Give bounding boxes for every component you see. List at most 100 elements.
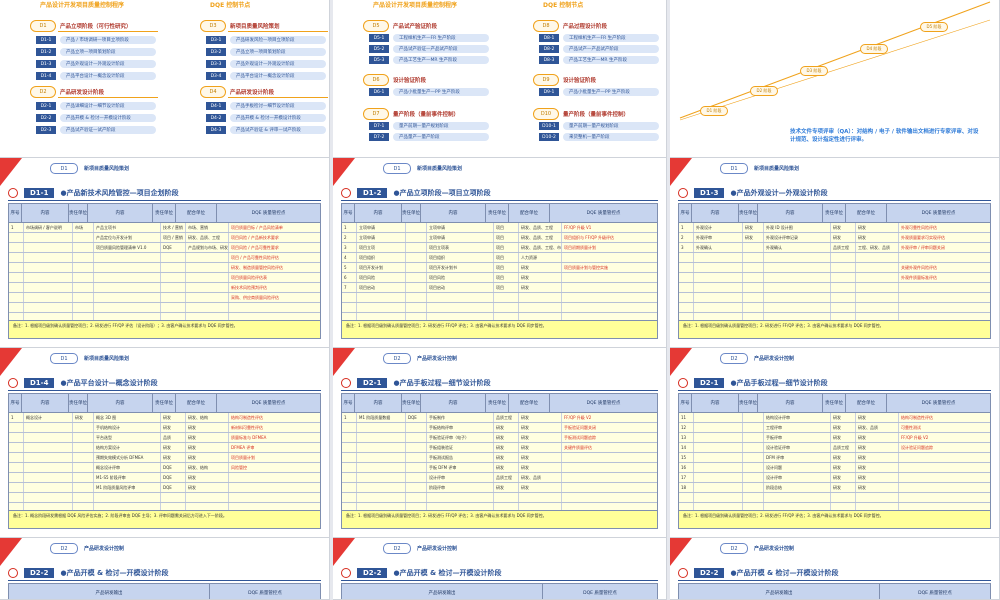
staircase-slide[interactable]: 技术文件专项评审（QA）：对结构 / 电子 / 软件输出文档进行专家评审、对设计… bbox=[670, 0, 1000, 158]
step-D2-2[interactable]: D2-2 产品开模 & 检讨—开模设计阶段 bbox=[36, 114, 156, 122]
step-D1-1[interactable]: D1-1 产品 / 市场调研—项目立项阶段 bbox=[36, 36, 156, 44]
step-D8-3[interactable]: D8-3 产品工艺生产—MR 生产阶段 bbox=[539, 56, 659, 64]
table-slide-d1-1[interactable]: D1 新项目质量风险策划 D1-1 ●产品新技术风险管控—项目企划阶段 序号 内容 责任单位… bbox=[0, 158, 330, 348]
table-row[interactable]: M1 阶段质量风险评审 DQE 研发 bbox=[9, 483, 320, 493]
table-row[interactable]: 17 设计评审 研发 研发 bbox=[679, 473, 990, 483]
step-D6-1[interactable]: D6-1 产品小批量生产—PP 生产阶段 bbox=[369, 88, 489, 96]
table-row[interactable]: 7 项目启动 项目启动 项目 研发 bbox=[342, 283, 657, 293]
table-row[interactable]: 采购、供应商质量风险评估 bbox=[9, 293, 320, 303]
step-D1-2[interactable]: D1-2 产品立项—项目策划阶段 bbox=[36, 48, 156, 56]
table-row[interactable]: 手板验证评审（电子） 研发 研发 手板测试问题追踪 bbox=[342, 433, 657, 443]
step-D1-3[interactable]: D1-3 产品外观设计—外观设计阶段 bbox=[36, 60, 156, 68]
table-row[interactable]: 手板测试报告 研发 研发 bbox=[342, 453, 657, 463]
step-D1-4[interactable]: D1-4 产品平台设计—概念设计阶段 bbox=[36, 72, 156, 80]
stage-D8[interactable]: D8 产品过程设计阶段 bbox=[533, 20, 607, 32]
quality-table[interactable]: 产品研发输出 DQE 质量管控点 bbox=[8, 583, 321, 599]
table-row[interactable] bbox=[342, 303, 657, 313]
step-D10-2[interactable]: D10-2 来货整机—量产阶段 bbox=[539, 133, 659, 141]
table-slide-d1-4[interactable]: D1 新项目质量风险策划 D1-4 ●产品平台设计—概念设计阶段 序号 内容 责任单位 内容责… bbox=[0, 348, 330, 538]
table-row[interactable]: 1 外观设计 研发 外观 ID 设计图 研发 研发 外观可靠性风险评估 bbox=[679, 223, 990, 233]
table-row[interactable]: 阶段评审 研发 研发 bbox=[342, 483, 657, 493]
table-slide-d2-2b[interactable]: D2 产品研发设计控制 D2-2 ●产品开模 & 检讨—开模设计阶段 产品研发输出 DQE… bbox=[333, 538, 667, 600]
table-row[interactable]: 外观件质量标准评估 bbox=[679, 273, 990, 283]
step-D4-2[interactable]: D4-2 产品开模 & 检讨—开模设计阶段 bbox=[206, 114, 326, 122]
stage-D10[interactable]: D10 量产阶段（量前事件控制） bbox=[533, 108, 629, 120]
table-row[interactable]: 项目质量风险管理清单 V1.0 DQE 产品规划与市场、研发 项目风险 / 产品可靠性… bbox=[9, 243, 320, 253]
table-row[interactable]: 产品定位与开发计划 项目 / 营销 研发、品质、工程 项目风险 / 产品新技术要求 bbox=[9, 233, 320, 243]
stage-D2[interactable]: D2 产品研发设计阶段 bbox=[30, 86, 104, 98]
table-slide-d1-3[interactable]: D1 新项目质量风险策划 D1-3 ●产品外观设计—外观设计阶段 序号 内容 责任单位 内容责… bbox=[670, 158, 1000, 348]
quality-table[interactable]: 序号 内容 责任单位 内容 责任单位 配合单位 DQE 质量管控点 1 M1 阶段质量数据 DQE… bbox=[341, 393, 658, 529]
stair-badge-5[interactable]: D5 阶段 bbox=[920, 22, 948, 32]
step-D3-3[interactable]: D3-3 产品外观设计—外观设计阶段 bbox=[206, 60, 326, 68]
step-D4-1[interactable]: D4-1 产品手板检讨—细节设计阶段 bbox=[206, 102, 326, 110]
stair-badge-1[interactable]: D1 阶段 bbox=[700, 106, 728, 116]
step-D8-2[interactable]: D8-2 产品试产—产品试产阶段 bbox=[539, 45, 659, 53]
table-row[interactable]: 手机结构设计 研发 研发 新材料可靠性评估 bbox=[9, 423, 320, 433]
quality-table[interactable]: 产品研发输出 DQE 质量管控点 bbox=[341, 583, 658, 599]
stage-D3[interactable]: D3 新项目质量风险策划 bbox=[200, 20, 280, 32]
table-row[interactable]: 2 外观评审 研发 外观设计评审记录 研发 研发 外观质量要求可实现评估 bbox=[679, 233, 990, 243]
table-row[interactable] bbox=[679, 293, 990, 303]
table-row[interactable]: 1 概念设计 研发 概念 3D 图研发 研发、结构 结构可制造性评估 bbox=[9, 413, 320, 423]
table-row[interactable]: 设计评审 品质工程 研发、品质 bbox=[342, 473, 657, 483]
stage-D9[interactable]: D9 设计验证阶段 bbox=[533, 74, 596, 86]
table-row[interactable]: 2 立项申请 立项申请 项目 研发、品质、工程 项目组织与 FF/QP 升级评估 bbox=[342, 233, 657, 243]
table-row[interactable]: 结构方案设计 研发 研发 DFMEA 评审 bbox=[9, 443, 320, 453]
quality-table[interactable]: 序号 内容 责任单位 内容 责任单位 配合单位 DQE 质量管控点 1 市场调研 / 客户说明市… bbox=[8, 203, 321, 339]
table-row[interactable]: M1-S5 阶段评审 DQE 研发 bbox=[9, 473, 320, 483]
step-D5-1[interactable]: D5-1 工程样机生产—FR 生产阶段 bbox=[369, 34, 489, 42]
table-row[interactable]: 5 项目开发计划 项目开发计划书 项目 研发 项目质量计划与管控实施 bbox=[342, 263, 657, 273]
table-row[interactable]: 新技术风险预判评估 bbox=[9, 283, 320, 293]
flow-slide-2[interactable]: 产品设计开发项目质量控制程序 DQE 控制节点 D5 产品试产验证阶段 D5-1 工程样机… bbox=[333, 0, 667, 158]
table-row[interactable]: 项目 / 产品可靠性风险评估 bbox=[9, 253, 320, 263]
table-row[interactable] bbox=[679, 493, 990, 503]
table-row[interactable] bbox=[342, 293, 657, 303]
table-slide-d2-1b[interactable]: D2 产品研发设计控制 D2-1 ●产品手板过程—细节设计阶段 序号 内容 责任单位 内容 责任… bbox=[670, 348, 1000, 538]
table-row[interactable]: 4 项目组织 项目组织 项目 人力资源 bbox=[342, 253, 657, 263]
quality-table[interactable]: 产品研发输出 DQE 质量管控点 bbox=[678, 583, 991, 599]
stage-D7[interactable]: D7 量产阶段（量前事件控制） bbox=[363, 108, 459, 120]
step-D2-3[interactable]: D2-3 产品试产验证—试产阶段 bbox=[36, 126, 156, 134]
table-row[interactable]: 手板结构评审 研发 研发 手板验证问题关闭 bbox=[342, 423, 657, 433]
step-D9-1[interactable]: D9-1 产品小批量生产—PP 生产阶段 bbox=[539, 88, 659, 96]
step-D3-4[interactable]: D3-4 产品平台设计—概念设计阶段 bbox=[206, 72, 326, 80]
table-row[interactable] bbox=[9, 493, 320, 503]
table-row[interactable]: 预期失效模式分析 DFMEA 研发 研发 项目质量计划 bbox=[9, 453, 320, 463]
stage-D6[interactable]: D6 设计验证阶段 bbox=[363, 74, 426, 86]
table-row[interactable]: 平台选型 品质 研发 质量标准与 DFMEA bbox=[9, 433, 320, 443]
table-slide-d1-2[interactable]: D1 新项目质量风险策划 D1-2 ●产品立项阶段—项目立项阶段 序号 内容 责任单位 内容责… bbox=[333, 158, 667, 348]
flow-slide-1[interactable]: 产品设计开发项目质量控制程序 DQE 控制节点 D1 产品立项阶段（可行性研究） D1-… bbox=[0, 0, 330, 158]
step-D7-2[interactable]: D7-2 产品量产—量产阶段 bbox=[369, 133, 489, 141]
table-row[interactable]: 16 设计问题 研发 研发 bbox=[679, 463, 990, 473]
stage-D1[interactable]: D1 产品立项阶段（可行性研究） bbox=[30, 20, 132, 32]
table-row[interactable]: 研发、制造质量管控风险评估 bbox=[9, 263, 320, 273]
table-row[interactable]: 项目质量风险评估表 bbox=[9, 273, 320, 283]
table-row[interactable]: 手板 DFM 评审 研发 研发 bbox=[342, 463, 657, 473]
table-row[interactable]: 1 市场调研 / 客户说明 市场 产品立项书 技术 / 营销 市场、营销 项目质量目标 / … bbox=[9, 223, 320, 233]
table-slide-d2-2a[interactable]: D2 产品研发设计控制 D2-2 ●产品开模 & 检讨—开模设计阶段 产品研发输出 DQE… bbox=[0, 538, 330, 600]
quality-table[interactable]: 序号 内容 责任单位 内容 责任单位 配合单位 DQE 质量管控点 1 立项申请 立项申请 项目 研发… bbox=[341, 203, 658, 339]
step-D7-1[interactable]: D7-1 量产前期—量产规划阶段 bbox=[369, 122, 489, 130]
step-D5-2[interactable]: D5-2 产品试产验证—产品试产阶段 bbox=[369, 45, 489, 53]
step-D2-1[interactable]: D2-1 产品详细设计—细节设计阶段 bbox=[36, 102, 156, 110]
stair-badge-3[interactable]: D3 阶段 bbox=[800, 66, 828, 76]
table-row[interactable] bbox=[679, 283, 990, 293]
table-row[interactable]: 15 DFM 评审 研发 研发 bbox=[679, 453, 990, 463]
table-row[interactable]: 1 立项申请 立项申请 项目 研发、品质、工程 FF/QP 升级 V1 bbox=[342, 223, 657, 233]
quality-table[interactable]: 序号 内容 责任单位 内容 责任单位 配合单位 DQE 质量管控点 11 结构设计评审 研发 研发结… bbox=[678, 393, 991, 529]
table-row[interactable]: 6 项目风险 项目风险 项目 研发 bbox=[342, 273, 657, 283]
table-row[interactable] bbox=[342, 493, 657, 503]
stage-D5[interactable]: D5 产品试产验证阶段 bbox=[363, 20, 437, 32]
table-row[interactable]: 关键外观件风险评估 bbox=[679, 263, 990, 273]
table-row[interactable]: 11 结构设计评审 研发 研发 结构可制造性评估 bbox=[679, 413, 990, 423]
table-row[interactable]: 3 外观确认 外观确认 品质工程 工程、研发、品质 外观评审 / 评审问题关闭 bbox=[679, 243, 990, 253]
table-row[interactable] bbox=[679, 303, 990, 313]
quality-table[interactable]: 序号 内容 责任单位 内容 责任单位 配合单位 DQE 质量管控点 1 外观设计 研发 外观 ID … bbox=[678, 203, 991, 339]
stage-D4[interactable]: D4 产品研发设计阶段 bbox=[200, 86, 274, 98]
table-row[interactable]: 手板组装验证 研发 研发 关键件质量评估 bbox=[342, 443, 657, 453]
stair-badge-2[interactable]: D2 阶段 bbox=[750, 86, 778, 96]
table-row[interactable]: 13 手板评审 研发 研发 FF/QP 升级 V2 bbox=[679, 433, 990, 443]
table-row[interactable]: 概念设计评审 DQE 研发、结构 风险管控 bbox=[9, 463, 320, 473]
